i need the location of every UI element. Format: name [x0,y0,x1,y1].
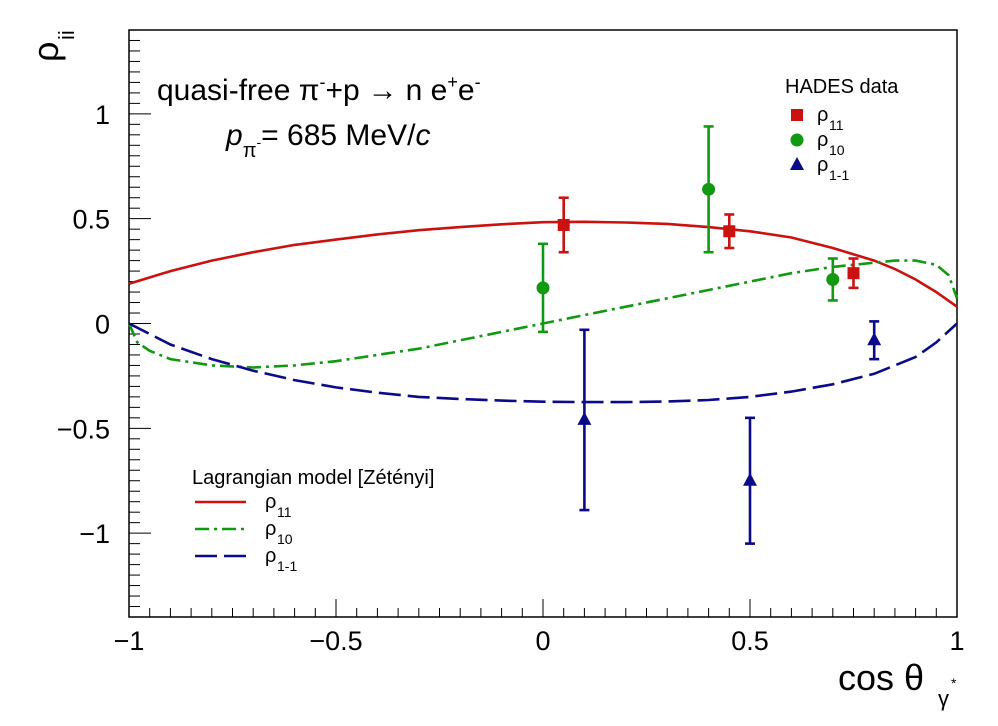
y-tick-label: −0.5 [57,414,110,444]
momentum-sub-charge: - [257,134,262,150]
model-legend-label: ρ [265,491,276,513]
reaction-arrow: → [368,74,398,107]
y-axis-label-symbol: ρ [25,42,66,62]
data-legend-sub: 10 [829,142,845,158]
x-axis-label: cos θ γ * [838,657,957,711]
data-legend-marker [790,157,804,170]
data-legend: HADES data ρ 11ρ 10ρ 1-1 [785,76,899,183]
y-axis-label: ρ ii [25,30,79,62]
data-legend-sub: 11 [829,117,844,133]
data-point-rho11 [723,225,736,238]
momentum-sub: π [243,140,257,162]
reaction-line: quasi-free π-+p → n e+e- [157,72,481,107]
x-tick-label: 1 [949,626,964,656]
data-legend-label: ρ [817,129,828,151]
e-minus: - [475,72,481,92]
reaction-n: n e [406,74,448,107]
data-point-rho10 [536,281,550,295]
axis-ticks [128,29,958,618]
x-tick-label: −1 [114,626,145,656]
data-point-rho10 [702,182,716,196]
x-tick-label: 0 [535,626,550,656]
x-axis-label-sup: * [951,675,957,691]
model-legend: Lagrangian model [Zétényi] ρ 11ρ 10ρ 1-1 [192,467,434,574]
model-curves [127,220,959,404]
plus-p: +p [325,74,359,107]
data-legend-marker [790,133,804,147]
data-legend-sub: 1-1 [829,167,849,183]
momentum-c: c [415,119,430,152]
axis-tick-labels: −1 −0.5 0 0.5 1 −1 −0.5 0 0.5 1 [57,100,965,656]
e-plus: + [447,72,458,92]
model-legend-label: ρ [265,545,276,567]
model-legend-title: Lagrangian model [Zétényi] [192,467,434,489]
momentum-value: = 685 MeV/ [261,119,416,152]
x-tick-label: −0.5 [309,626,362,656]
model-curve-rho10-model [127,259,959,369]
pi-charge: - [319,72,325,92]
data-point-rho10 [826,272,840,286]
data-point-rho11 [557,218,570,231]
reaction-prefix: quasi-free π [157,74,319,107]
data-points [536,125,882,545]
y-tick-label: 0 [95,310,110,340]
model-legend-sub: 11 [277,504,292,520]
x-axis-label-sub: γ [938,686,949,711]
data-point-rho1-1 [743,472,757,486]
model-curve-rho1-1-model [128,322,958,404]
momentum-symbol: p [225,119,243,152]
momentum-line: pπ-= 685 MeV/c [225,119,430,162]
model-legend-label: ρ [265,518,276,540]
data-legend-title: HADES data [785,76,899,98]
data-legend-label: ρ [817,154,828,176]
x-tick-label: 0.5 [731,626,769,656]
y-axis-label-sub: ii [54,30,79,40]
model-legend-sub: 10 [277,531,293,547]
data-point-rho11 [847,267,860,280]
data-legend-label: ρ [817,104,828,126]
model-curve-rho11-model [128,220,958,308]
y-tick-label: 1 [95,100,110,130]
y-tick-label: −1 [79,519,110,549]
reaction-annotation: quasi-free π-+p → n e+e- pπ-= 685 MeV/c [157,72,481,162]
data-point-rho1-1 [577,411,592,425]
data-legend-marker [791,109,803,121]
data-point-rho1-1 [867,332,882,346]
x-axis-label-text: cos θ [838,657,924,698]
reaction-e: e [458,74,475,107]
y-tick-label: 0.5 [72,205,110,235]
model-legend-sub: 1-1 [277,558,297,574]
